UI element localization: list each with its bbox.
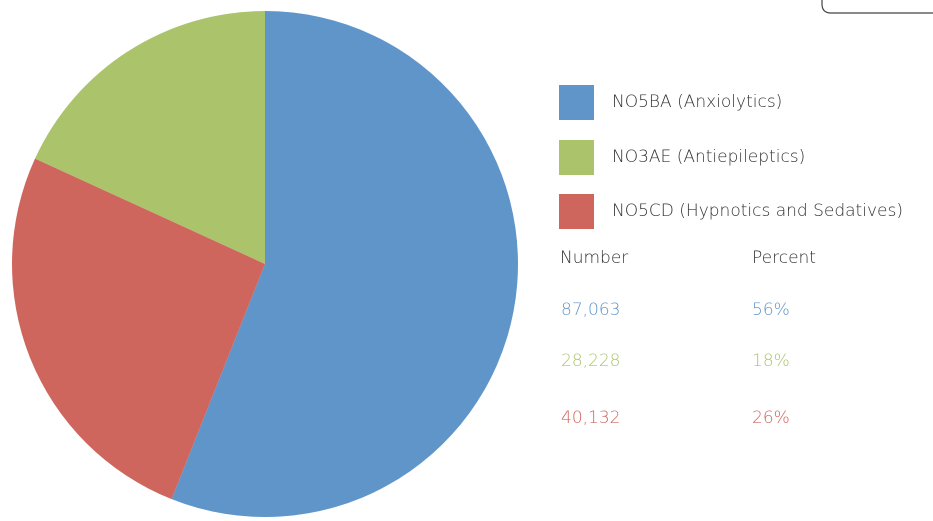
legend-swatch — [559, 140, 594, 175]
number-value: 28,228 — [561, 351, 620, 371]
legend-label: NO5BA (Anxiolytics) — [612, 92, 782, 112]
percent-value: 56% — [752, 300, 790, 320]
legend-label: NO3AE (Antiepileptics) — [612, 147, 805, 167]
legend-swatch — [559, 85, 594, 120]
percent-header: Percent — [752, 248, 816, 268]
button-edge[interactable] — [821, 0, 933, 14]
number-value: 87,063 — [561, 300, 620, 320]
legend-label: NO5CD (Hypnotics and Sedatives) — [612, 201, 903, 221]
legend-swatch — [559, 194, 594, 229]
pie-slice — [34, 11, 265, 264]
pie-slice — [171, 11, 518, 517]
percent-value: 18% — [752, 351, 790, 371]
percent-value: 26% — [752, 408, 790, 428]
pie-slice — [11, 158, 266, 500]
number-header: Number — [560, 248, 628, 268]
number-value: 40,132 — [561, 408, 620, 428]
